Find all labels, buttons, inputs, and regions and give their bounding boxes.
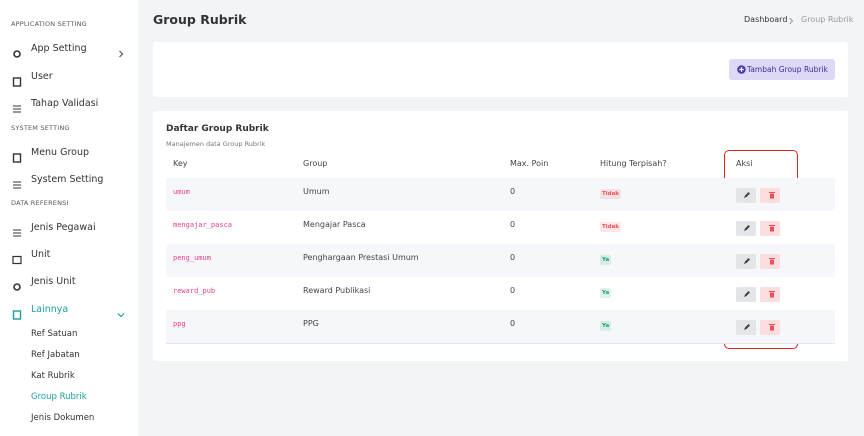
submenu-item[interactable]: Group Rubrik [31, 392, 87, 402]
menu-item[interactable]: System Setting [31, 174, 104, 185]
page-title: Group Rubrik [153, 12, 247, 27]
table-row [166, 178, 835, 212]
section-label: DATA REFERENSI [11, 199, 69, 207]
group-cell: Mengajar Pasca [303, 220, 366, 229]
menu-item[interactable]: User [31, 71, 53, 82]
toolbar-card: Tambah Group Rubrik [153, 42, 848, 97]
add-button[interactable]: Tambah Group Rubrik [729, 59, 835, 80]
menu-icon [12, 148, 22, 167]
table-row [166, 244, 835, 278]
group-cell: Penghargaan Prestasi Umum [303, 253, 419, 262]
delete-button[interactable] [760, 254, 780, 269]
menu-item[interactable]: App Setting [31, 43, 87, 54]
chevron-down [116, 305, 126, 324]
submenu-item[interactable]: Kat Rubrik [31, 371, 75, 381]
max-poin-cell: 0 [510, 187, 516, 196]
max-poin-cell: 0 [510, 253, 516, 262]
menu-item[interactable]: Jenis Pegawai [31, 222, 96, 233]
status-badge: Ya [600, 321, 612, 331]
status-badge: Tidak [600, 222, 621, 232]
menu-icon [12, 44, 22, 63]
section-label: SYSTEM SETTING [11, 124, 70, 132]
group-cell: PPG [303, 319, 319, 328]
card-title: Daftar Group Rubrik [166, 124, 269, 134]
sidebar: APPLICATION SETTING App Setting User Tahap … [0, 0, 138, 436]
menu-icon [12, 99, 22, 118]
column-header: Aksi [736, 159, 753, 168]
delete-button[interactable] [760, 188, 780, 203]
column-header: Key [173, 159, 188, 168]
menu-icon [12, 305, 22, 324]
menu-item[interactable]: Lainnya [31, 304, 69, 315]
column-header: Group [303, 159, 328, 168]
group-cell: Reward Publikasi [303, 286, 371, 295]
delete-button[interactable] [760, 320, 780, 335]
menu-item[interactable]: Menu Group [31, 147, 90, 158]
menu-item[interactable]: Unit [31, 249, 51, 260]
table-header-row [166, 154, 835, 179]
edit-button[interactable] [736, 254, 756, 269]
table-row [166, 277, 835, 311]
key-cell: ppg [173, 320, 186, 328]
edit-button[interactable] [736, 287, 756, 302]
menu-icon [12, 223, 22, 242]
column-header: Max. Poin [510, 159, 549, 168]
section-label: APPLICATION SETTING [11, 20, 87, 28]
column-header: Hitung Terpisah? [600, 159, 667, 168]
add-button-label: Tambah Group Rubrik [747, 65, 828, 74]
max-poin-cell: 0 [510, 319, 516, 328]
submenu-item[interactable]: Ref Jabatan [31, 350, 80, 360]
submenu-item[interactable]: Jenis Dokumen [31, 413, 95, 423]
edit-button[interactable] [736, 188, 756, 203]
menu-icon [12, 72, 22, 91]
key-cell: mengajar_pasca [173, 221, 233, 229]
breadcrumb-link[interactable]: Dashboard [744, 15, 788, 24]
key-cell: peng_umum [173, 254, 211, 262]
status-badge: Tidak [600, 189, 621, 199]
status-badge: Ya [600, 255, 612, 265]
max-poin-cell: 0 [510, 220, 516, 229]
key-cell: umum [173, 188, 190, 196]
breadcrumb-separator [789, 17, 794, 25]
menu-item[interactable]: Jenis Unit [31, 276, 76, 287]
menu-item[interactable]: Tahap Validasi [31, 98, 99, 109]
max-poin-cell: 0 [510, 286, 516, 295]
delete-button[interactable] [760, 287, 780, 302]
submenu-item[interactable]: Ref Satuan [31, 329, 78, 339]
chevron-right [116, 44, 126, 63]
status-badge: Ya [600, 288, 612, 298]
group-cell: Umum [303, 187, 330, 196]
breadcrumb-current: Group Rubrik [801, 15, 854, 24]
edit-button[interactable] [736, 320, 756, 335]
table-card: Daftar Group Rubrik Manajemen data Group… [153, 111, 848, 361]
delete-button[interactable] [760, 221, 780, 236]
card-subtitle: Manajemen data Group Rubrik [166, 140, 266, 148]
key-cell: reward_pub [173, 287, 216, 295]
menu-icon [12, 175, 22, 194]
menu-icon [12, 250, 22, 269]
menu-icon [12, 277, 22, 296]
table-row [166, 211, 835, 245]
table-row [166, 310, 835, 344]
plus-icon [737, 65, 746, 74]
edit-button[interactable] [736, 221, 756, 236]
